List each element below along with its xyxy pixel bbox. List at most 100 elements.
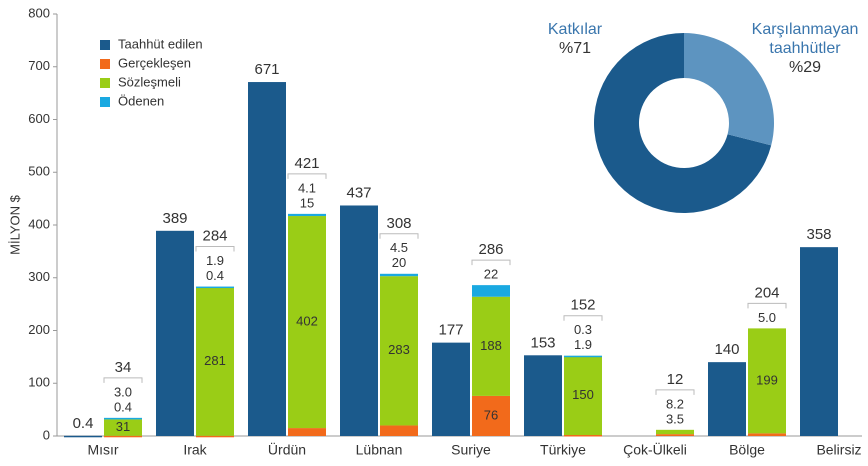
y-tick-label: 700	[28, 58, 50, 73]
bar-segment	[288, 428, 326, 436]
total-label: 284	[202, 228, 227, 245]
bracket	[655, 389, 695, 395]
y-tick-label: 400	[28, 216, 50, 231]
data-label: 188	[480, 338, 502, 353]
bar-segment	[196, 435, 234, 438]
pie-label: Katkılar %71	[530, 20, 620, 58]
pie-slice	[684, 33, 774, 146]
x-tick-label: Ürdün	[268, 441, 306, 458]
pie-slice	[594, 33, 772, 213]
pie-value: %71	[558, 40, 592, 57]
data-label: 76	[484, 407, 498, 422]
data-label: 4.5	[390, 240, 408, 255]
data-label: 22	[484, 267, 498, 282]
total-label: 152	[570, 297, 595, 314]
bar-segment	[564, 355, 602, 358]
data-label: 4.1	[298, 180, 316, 195]
data-label: 0.4	[206, 268, 224, 283]
data-label: 437	[346, 184, 371, 201]
y-tick-label: 300	[28, 269, 50, 284]
data-label: 3.5	[666, 411, 684, 426]
bar	[248, 82, 286, 437]
data-label: 1.9	[574, 337, 592, 352]
x-tick-label: Belirsiz	[816, 442, 861, 458]
bracket	[287, 173, 327, 179]
x-tick-label: Bölge	[729, 442, 765, 458]
y-tick-label: 800	[28, 5, 50, 20]
data-label: 283	[388, 342, 410, 357]
bar-segment	[748, 433, 786, 436]
pie-category: Karşılanmayan taahhütler	[751, 21, 859, 57]
y-tick-label: 0	[43, 427, 50, 442]
bar-segment	[472, 296, 510, 396]
legend-swatch	[100, 59, 110, 69]
data-label: 0.4	[73, 415, 94, 432]
legend-label: Ödenen	[118, 93, 164, 108]
data-label: 358	[806, 226, 831, 243]
legend-label: Taahhüt edilen	[118, 36, 203, 51]
bar-segment	[380, 276, 418, 426]
pie-label: Karşılanmayan taahhütler %29	[745, 20, 865, 77]
data-label: 177	[438, 322, 463, 339]
data-label: 671	[254, 61, 279, 78]
pie-category: Katkılar	[547, 21, 603, 38]
total-label: 421	[294, 155, 319, 172]
data-label: 0.4	[114, 399, 132, 414]
x-tick-label: Irak	[183, 442, 207, 458]
legend-swatch	[100, 78, 110, 88]
bar-segment	[380, 425, 418, 436]
y-tick-label: 200	[28, 322, 50, 337]
y-tick-label: 600	[28, 111, 50, 126]
legend-label: Sözleşmeli	[118, 74, 181, 89]
bracket	[103, 377, 143, 383]
legend-swatch	[100, 97, 110, 107]
bar-segment	[472, 285, 510, 297]
data-label: 389	[162, 210, 187, 227]
data-label: 199	[756, 372, 778, 387]
data-label: 8.2	[666, 396, 684, 411]
data-label: 281	[204, 353, 226, 368]
total-label: 204	[754, 284, 779, 301]
bracket	[471, 259, 511, 266]
data-label: 1.9	[206, 253, 224, 268]
data-label: 140	[714, 341, 739, 358]
data-label: 150	[572, 387, 594, 402]
bar	[800, 247, 838, 436]
bar-segment	[748, 328, 786, 434]
y-tick-label: 500	[28, 164, 50, 179]
bar-segment	[564, 434, 602, 437]
bracket	[379, 233, 419, 239]
bar	[432, 342, 470, 436]
bracket	[195, 246, 235, 252]
bar-segment	[656, 434, 694, 436]
pie-value: %29	[788, 59, 822, 76]
x-tick-label: Çok-Ülkeli	[623, 441, 687, 458]
data-label: 3.0	[114, 384, 132, 399]
x-tick-label: Mısır	[87, 442, 118, 458]
bar-segment	[288, 213, 326, 217]
data-label: 15	[300, 195, 314, 210]
total-label: 34	[115, 359, 132, 376]
bar-segment	[564, 355, 602, 435]
bar	[64, 435, 102, 438]
data-label: 402	[296, 313, 318, 328]
bracket	[563, 315, 603, 321]
bar-segment	[196, 287, 234, 436]
bar-segment	[472, 395, 510, 436]
bracket	[747, 302, 787, 309]
x-tick-label: Lübnan	[356, 442, 403, 458]
legend-swatch	[100, 40, 110, 50]
x-tick-label: Suriye	[451, 442, 491, 458]
bar	[708, 362, 746, 436]
data-label: 20	[392, 255, 406, 270]
data-label: 153	[530, 334, 555, 351]
bar	[156, 230, 194, 436]
data-label: 31	[116, 419, 130, 434]
bar-segment	[104, 435, 142, 438]
data-label: 5.0	[758, 310, 776, 325]
bar-segment	[288, 216, 326, 429]
bar	[524, 355, 562, 436]
y-tick-label: 100	[28, 375, 50, 390]
bar-segment	[104, 419, 142, 436]
bar	[340, 205, 378, 436]
